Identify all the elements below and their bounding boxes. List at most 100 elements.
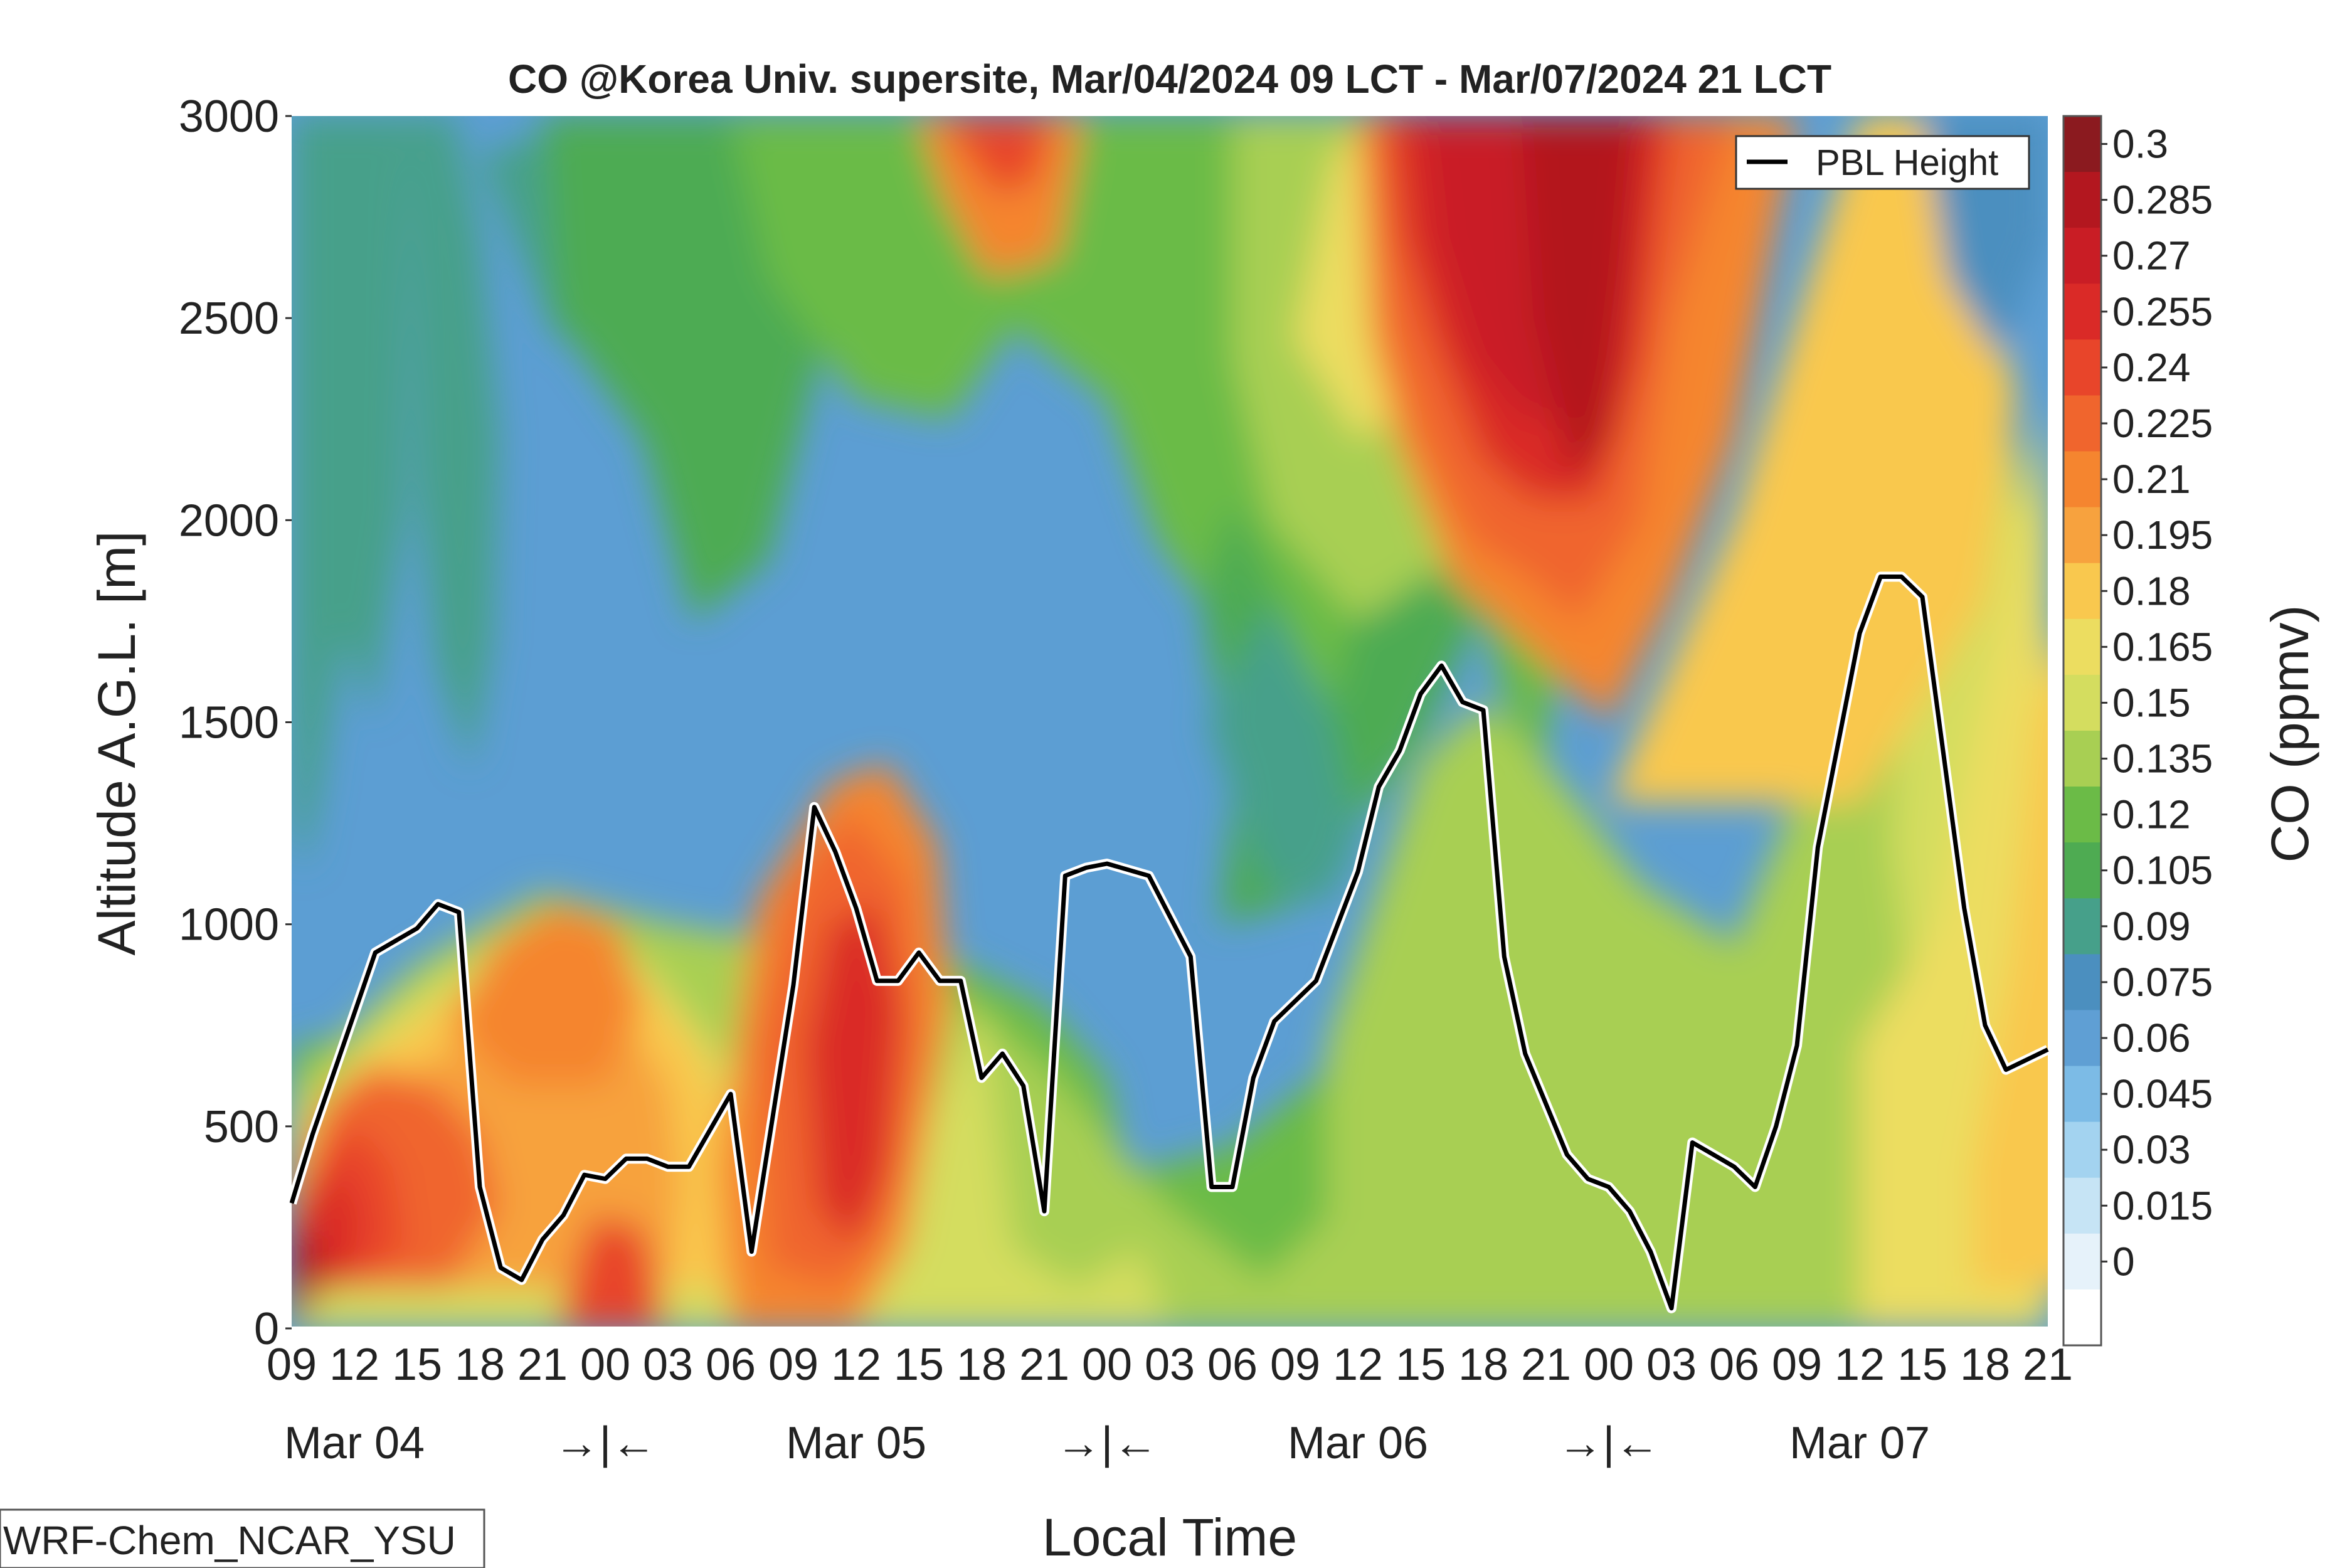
colorbar-tick-label: 0.165 bbox=[2112, 624, 2213, 669]
x-tick-label: 03 bbox=[643, 1340, 693, 1390]
colorbar-cell bbox=[2063, 507, 2101, 564]
colorbar-cell bbox=[2063, 1233, 2101, 1290]
x-tick-label: 15 bbox=[392, 1340, 442, 1390]
colorbar-cell bbox=[2063, 1066, 2101, 1123]
legend: PBL Height bbox=[1735, 135, 2030, 190]
colorbar-tick-label: 0.105 bbox=[2112, 848, 2213, 893]
colorbar-cell bbox=[2063, 1289, 2101, 1346]
x-tick-label: 18 bbox=[956, 1340, 1007, 1390]
co-region-27 bbox=[944, 116, 1051, 197]
day-label: Mar 06 bbox=[1288, 1418, 1428, 1468]
colorbar-tick-label: 0.21 bbox=[2112, 457, 2191, 502]
x-tick-label: 12 bbox=[1835, 1340, 1885, 1390]
colorbar-label: CO (ppmv) bbox=[2260, 605, 2319, 863]
colorbar-cell bbox=[2063, 283, 2101, 340]
colorbar-tick-label: 0.15 bbox=[2112, 680, 2191, 725]
x-axis-label: Local Time bbox=[1042, 1508, 1297, 1567]
x-tick-label: 03 bbox=[1646, 1340, 1697, 1390]
day-separator: →|← bbox=[1056, 1418, 1158, 1468]
x-tick-label: 18 bbox=[455, 1340, 505, 1390]
colorbar-cell bbox=[2063, 1177, 2101, 1234]
co-region-32 bbox=[1521, 116, 1640, 480]
colorbar-tick-label: 0 bbox=[2112, 1239, 2135, 1284]
pbl-height-line bbox=[287, 571, 2050, 1313]
colorbar-cell bbox=[2063, 395, 2101, 452]
x-tick-label: 18 bbox=[1960, 1340, 2010, 1390]
x-tick-label: 09 bbox=[768, 1340, 818, 1390]
y-axis: 0 500 1000 1500 2000 2500 3000 bbox=[179, 92, 292, 1354]
colorbar-cell bbox=[2063, 842, 2101, 899]
colorbar-tick-label: 0.195 bbox=[2112, 512, 2213, 558]
co-region-17 bbox=[448, 904, 643, 1086]
chart-title: CO @Korea Univ. supersite, Mar/04/2024 0… bbox=[508, 56, 1831, 102]
co-region-1 bbox=[411, 116, 499, 771]
co-region-22 bbox=[555, 1215, 668, 1327]
day-label: Mar 05 bbox=[786, 1418, 926, 1468]
colorbar-tick-label: 0.12 bbox=[2112, 792, 2191, 837]
colorbar-cell bbox=[2063, 116, 2101, 172]
y-tick-label: 3000 bbox=[179, 92, 279, 142]
colorbar-tick-label: 0.09 bbox=[2112, 904, 2191, 949]
co-region-0 bbox=[292, 116, 411, 872]
y-axis-label: Altitude A.G.L. [m] bbox=[87, 531, 146, 956]
co-region-25 bbox=[806, 904, 900, 1248]
colorbar-frame bbox=[2062, 115, 2102, 1347]
colorbar-tick-label: 0.285 bbox=[2112, 177, 2213, 223]
x-tick-label: 15 bbox=[1897, 1340, 1947, 1390]
co-region-14 bbox=[1973, 682, 2048, 1288]
model-label-box: WRF-Chem_NCAR_YSU bbox=[0, 1508, 485, 1568]
y-tick-label: 0 bbox=[254, 1304, 279, 1354]
x-tick-label: 09 bbox=[1772, 1340, 1822, 1390]
x-tick-label: 09 bbox=[267, 1340, 317, 1390]
pbl-line bbox=[289, 575, 2049, 1311]
colorbar-cell bbox=[2063, 1010, 2101, 1067]
colorbar-tick-label: 0.015 bbox=[2112, 1183, 2213, 1228]
model-label-frame bbox=[0, 1508, 485, 1568]
colorbar-tick-label: 0.225 bbox=[2112, 401, 2213, 446]
x-tick-label: 12 bbox=[1333, 1340, 1383, 1390]
y-tick-label: 1000 bbox=[179, 900, 279, 950]
colorbar-cell bbox=[2063, 898, 2101, 955]
x-tick-label: 12 bbox=[831, 1340, 881, 1390]
colorbar-cell bbox=[2063, 172, 2101, 228]
colorbar-cell bbox=[2063, 618, 2101, 675]
x-tick-label: 00 bbox=[580, 1340, 630, 1390]
colorbar-cell bbox=[2063, 228, 2101, 284]
day-label: Mar 07 bbox=[1789, 1418, 1930, 1468]
colorbar-cell bbox=[2063, 674, 2101, 731]
x-tick-label: 18 bbox=[1458, 1340, 1508, 1390]
colorbar-tick-label: 0.255 bbox=[2112, 289, 2213, 334]
colorbar-tick-label: 0.075 bbox=[2112, 960, 2213, 1005]
colorbar-tick-label: 0.18 bbox=[2112, 568, 2191, 613]
day-label: Mar 04 bbox=[284, 1418, 425, 1468]
day-separator: →|← bbox=[554, 1418, 657, 1468]
colorbar-tick-label: 0.24 bbox=[2112, 345, 2191, 390]
x-axis: 09 12 15 18 21 00 03 06 09 12 15 18 21 00 03 06 09 12 15 18… bbox=[267, 1340, 2073, 1468]
y-tick-label: 2000 bbox=[179, 495, 279, 546]
y-tick-label: 1500 bbox=[179, 698, 279, 748]
y-tick-label: 500 bbox=[204, 1102, 279, 1152]
y-tick-label: 2500 bbox=[179, 294, 279, 344]
colorbar-cell bbox=[2063, 1121, 2101, 1179]
colorbar-tick-label: 0.045 bbox=[2112, 1071, 2213, 1116]
colorbar-cell bbox=[2063, 954, 2101, 1011]
colorbar: 0.3 0.285 0.27 0.255 0.24 0.225 0.21 0.195 0.18 0… bbox=[2062, 115, 2213, 1347]
colorbar-cell bbox=[2063, 451, 2101, 508]
colorbar-cell bbox=[2063, 563, 2101, 620]
x-tick-label: 15 bbox=[1396, 1340, 1446, 1390]
legend-pbl-label: PBL Height bbox=[1816, 142, 1998, 183]
co-region-34 bbox=[1207, 601, 1358, 904]
x-tick-label: 12 bbox=[329, 1340, 379, 1390]
x-tick-label: 06 bbox=[706, 1340, 756, 1390]
x-tick-label: 21 bbox=[1521, 1340, 1571, 1390]
day-separator: →|← bbox=[1558, 1418, 1660, 1468]
x-tick-label: 06 bbox=[1709, 1340, 1759, 1390]
colorbar-cell bbox=[2063, 339, 2101, 396]
colorbar-cell bbox=[2063, 731, 2101, 787]
x-tick-label: 06 bbox=[1207, 1340, 1258, 1390]
colorbar-cell bbox=[2063, 787, 2101, 843]
colorbar-tick-label: 0.3 bbox=[2112, 122, 2168, 167]
x-tick-label: 21 bbox=[2023, 1340, 2073, 1390]
x-tick-label: 15 bbox=[894, 1340, 944, 1390]
